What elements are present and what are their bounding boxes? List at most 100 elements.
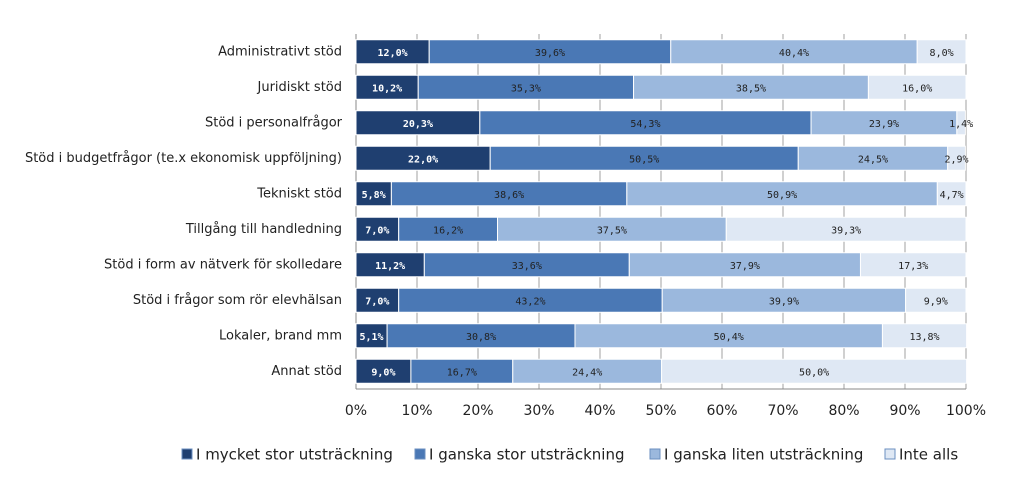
- value-label: 43,2%: [515, 296, 545, 307]
- value-label: 39,3%: [831, 225, 861, 236]
- value-label: 5,8%: [362, 190, 386, 201]
- bar-segment: [428, 39, 672, 65]
- value-label: 40,4%: [779, 48, 809, 59]
- bar-segment: [355, 252, 425, 278]
- x-tick-label: 100%: [946, 403, 986, 419]
- bar-segment: [956, 110, 966, 136]
- value-label: 37,9%: [730, 261, 760, 272]
- value-label: 11,2%: [375, 261, 405, 272]
- bar-segment: [355, 216, 400, 242]
- value-label: 24,5%: [858, 154, 888, 165]
- bar-segment: [512, 358, 663, 384]
- value-label: 5,1%: [360, 332, 384, 343]
- x-tick-label: 60%: [706, 403, 737, 419]
- bar-segment: [916, 39, 967, 65]
- bar-segment: [497, 216, 727, 242]
- bar-segment: [670, 39, 918, 65]
- value-label: 37,5%: [597, 225, 627, 236]
- bar-segment: [628, 252, 861, 278]
- legend-swatch: [884, 448, 896, 460]
- value-label: 50,5%: [629, 154, 659, 165]
- bar-segment: [626, 181, 938, 207]
- category-label: Stöd i budgetfrågor (te.x ekonomisk uppf…: [25, 151, 342, 166]
- bar-segment: [398, 287, 663, 313]
- value-label: 20,3%: [403, 119, 433, 130]
- value-label: 9,0%: [371, 367, 395, 378]
- x-tick-label: 40%: [584, 403, 615, 419]
- category-label: Annat stöd: [271, 364, 342, 379]
- category-label: Stöd i personalfrågor: [205, 115, 343, 130]
- bar-segment: [423, 252, 630, 278]
- x-tick-label: 50%: [645, 403, 676, 419]
- x-tick-label: 20%: [462, 403, 493, 419]
- value-label: 16,0%: [902, 83, 932, 94]
- bar-segment: [355, 110, 481, 136]
- value-label: 23,9%: [869, 119, 899, 130]
- value-label: 7,0%: [365, 225, 389, 236]
- category-label: Administrativt stöd: [218, 44, 342, 59]
- category-label: Juridiskt stöd: [257, 80, 343, 95]
- value-label: 39,9%: [769, 296, 799, 307]
- bar-segment: [633, 74, 869, 100]
- bar-segment: [867, 74, 967, 100]
- x-tick-label: 80%: [828, 403, 859, 419]
- legend-swatch: [414, 448, 426, 460]
- x-tick-label: 70%: [767, 403, 798, 419]
- legend-label: I ganska liten utsträckning: [664, 446, 863, 464]
- category-label: Tekniskt stöd: [256, 186, 342, 201]
- bar-segment: [355, 145, 491, 171]
- category-label: Lokaler, brand mm: [219, 328, 342, 343]
- value-label: 35,3%: [511, 83, 541, 94]
- value-label: 24,4%: [572, 367, 602, 378]
- value-label: 50,9%: [767, 190, 797, 201]
- value-label: 38,6%: [494, 190, 524, 201]
- bar-segment: [810, 110, 958, 136]
- legend-label: I mycket stor utsträckning: [196, 446, 393, 464]
- bar-segment: [390, 181, 628, 207]
- value-label: 10,2%: [372, 83, 402, 94]
- bar-segment: [881, 323, 968, 349]
- bar-segment: [386, 323, 576, 349]
- value-label: 39,6%: [535, 48, 565, 59]
- value-label: 8,0%: [930, 48, 954, 59]
- value-label: 50,0%: [799, 367, 829, 378]
- category-label: Stöd i frågor som rör elevhälsan: [133, 293, 342, 308]
- value-label: 4,7%: [940, 190, 964, 201]
- value-label: 22,0%: [408, 154, 438, 165]
- value-label: 7,0%: [365, 296, 389, 307]
- bar-segment: [905, 287, 967, 313]
- bar-segment: [725, 216, 967, 242]
- x-tick-label: 10%: [401, 403, 432, 419]
- bar-segment: [661, 358, 968, 384]
- bar-segment: [355, 181, 392, 207]
- bar-segment: [947, 145, 966, 171]
- x-tick-label: 90%: [889, 403, 920, 419]
- value-label: 16,2%: [433, 225, 463, 236]
- value-label: 9,9%: [924, 296, 948, 307]
- legend-swatch: [181, 448, 193, 460]
- bar-segment: [936, 181, 967, 207]
- legend-label: Inte alls: [899, 446, 958, 464]
- value-label: 54,3%: [630, 119, 660, 130]
- bar-segment: [355, 323, 388, 349]
- x-tick-label: 0%: [345, 403, 367, 419]
- value-label: 2,9%: [944, 154, 968, 165]
- value-label: 12,0%: [378, 48, 408, 59]
- category-label: Stöd i form av nätverk för skolledare: [104, 257, 342, 272]
- value-label: 50,4%: [714, 332, 744, 343]
- category-label: Tillgång till handledning: [185, 222, 342, 237]
- value-label: 17,3%: [898, 261, 928, 272]
- bar-segment: [479, 110, 812, 136]
- bar-segment: [859, 252, 967, 278]
- value-label: 38,5%: [736, 83, 766, 94]
- value-label: 33,6%: [512, 261, 542, 272]
- legend-label: I ganska stor utsträckning: [429, 446, 625, 464]
- value-label: 16,7%: [447, 367, 477, 378]
- value-label: 1,4%: [949, 119, 973, 130]
- legend-swatch: [649, 448, 661, 460]
- value-label: 30,8%: [466, 332, 496, 343]
- bar-segment: [355, 74, 419, 100]
- bar-segment: [417, 74, 635, 100]
- value-label: 13,8%: [909, 332, 939, 343]
